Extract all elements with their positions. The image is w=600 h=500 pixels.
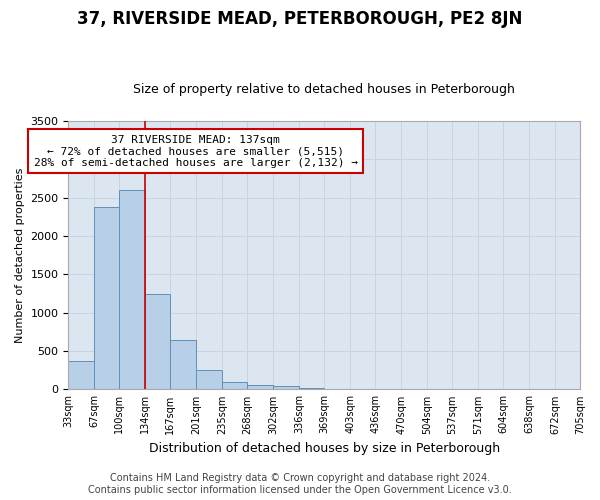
Bar <box>94 206 119 390</box>
Bar <box>145 294 170 390</box>
Y-axis label: Number of detached properties: Number of detached properties <box>15 168 25 343</box>
Bar <box>247 385 273 390</box>
Bar <box>299 388 324 390</box>
Bar <box>222 382 247 390</box>
Bar <box>196 370 222 390</box>
Text: 37 RIVERSIDE MEAD: 137sqm
← 72% of detached houses are smaller (5,515)
28% of se: 37 RIVERSIDE MEAD: 137sqm ← 72% of detac… <box>34 134 358 168</box>
Bar <box>273 386 299 390</box>
Bar <box>119 190 145 390</box>
Bar <box>170 340 196 390</box>
Title: Size of property relative to detached houses in Peterborough: Size of property relative to detached ho… <box>133 83 515 96</box>
Bar <box>68 360 94 390</box>
Text: Contains HM Land Registry data © Crown copyright and database right 2024.
Contai: Contains HM Land Registry data © Crown c… <box>88 474 512 495</box>
X-axis label: Distribution of detached houses by size in Peterborough: Distribution of detached houses by size … <box>149 442 500 455</box>
Text: 37, RIVERSIDE MEAD, PETERBOROUGH, PE2 8JN: 37, RIVERSIDE MEAD, PETERBOROUGH, PE2 8J… <box>77 10 523 28</box>
